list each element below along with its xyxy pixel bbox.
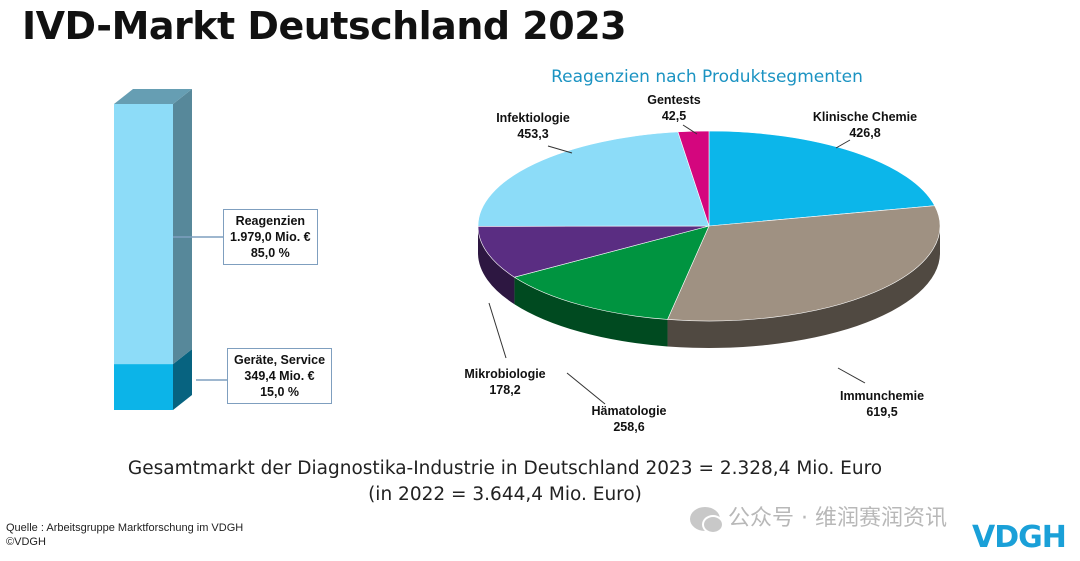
pie-labels: Klinische Chemie 426,8 Immunchemie 619,5 Häm… [464, 93, 924, 434]
callout-geraete-name: Geräte, Service [234, 353, 326, 367]
pie-leader-gentests [682, 124, 698, 135]
bar-top-reagenzien [114, 89, 192, 104]
bar-side-geraete [173, 349, 192, 410]
bar-front-geraete [114, 364, 173, 410]
pie-leader-klinische-chemie [835, 139, 851, 149]
page-title: IVD-Markt Deutschland 2023 [22, 4, 627, 48]
pie-slice-immunchemie [667, 205, 941, 322]
pie-side-haematologie [514, 277, 668, 347]
pie-label-name-klinische-chemie: Klinische Chemie [813, 110, 917, 124]
callout-reagenzien: Reagenzien 1.979,0 Mio. € 85,0 % [223, 209, 318, 265]
wechat-icon [690, 507, 724, 534]
pie-slice-mikrobiologie [477, 225, 710, 278]
pie-leader-haematologie [566, 372, 606, 405]
bar-side-reagenzien [173, 89, 192, 365]
pie-leader-mikrobiologie [488, 302, 507, 359]
pie-label-value-infektiologie: 453,3 [517, 127, 548, 141]
vdgh-logo: VDGH [972, 520, 1067, 555]
pie-side-mikrobiologie [478, 226, 515, 305]
pie-label-value-klinische-chemie: 426,8 [849, 126, 880, 140]
callout-reagenzien-value: 1.979,0 Mio. € [230, 230, 311, 244]
pie-label-value-haematologie: 258,6 [613, 420, 644, 434]
pie-slice-haematologie [513, 225, 710, 320]
pie-slice-infektiologie [477, 131, 710, 227]
pie-side-immunchemie [667, 226, 940, 348]
copyright-note: ©VDGH [6, 536, 46, 548]
summary-total: Gesamtmarkt der Diagnostika-Industrie in… [127, 458, 883, 479]
source-note: Quelle : Arbeitsgruppe Marktforschung im… [6, 522, 244, 534]
pie-slice-klinische-chemie [708, 130, 936, 227]
pie-leader-infektiologie [547, 145, 573, 154]
callout-geraete: Geräte, Service 349,4 Mio. € 15,0 % [227, 348, 333, 404]
pie-label-value-immunchemie: 619,5 [866, 405, 897, 419]
pie-chart [477, 130, 941, 348]
callout-geraete-percent: 15,0 % [260, 385, 299, 399]
pie-side-walls [478, 226, 940, 348]
watermark-text: 公众号 · 维润赛润资讯 [728, 506, 947, 531]
pie-label-name-mikrobiologie: Mikrobiologie [464, 367, 545, 381]
pie-label-name-immunchemie: Immunchemie [840, 389, 924, 403]
pie-leader-immunchemie [837, 367, 866, 384]
bar-front-reagenzien [114, 104, 173, 365]
pie-label-value-mikrobiologie: 178,2 [489, 383, 520, 397]
stacked-bar [114, 89, 192, 410]
callout-reagenzien-name: Reagenzien [235, 214, 306, 228]
pie-label-name-haematologie: Hämatologie [591, 404, 666, 418]
pie-label-name-infektiologie: Infektiologie [496, 111, 570, 125]
pie-label-value-gentests: 42,5 [662, 109, 686, 123]
callout-reagenzien-percent: 85,0 % [250, 246, 290, 260]
summary-previous-year: (in 2022 = 3.644,4 Mio. Euro) [368, 484, 642, 505]
callout-geraete-value: 349,4 Mio. € [244, 369, 315, 383]
watermark: 公众号 · 维润赛润资讯 [690, 500, 947, 534]
pie-title: Reagenzien nach Produktsegmenten [551, 67, 863, 87]
pie-label-name-gentests: Gentests [647, 93, 701, 107]
